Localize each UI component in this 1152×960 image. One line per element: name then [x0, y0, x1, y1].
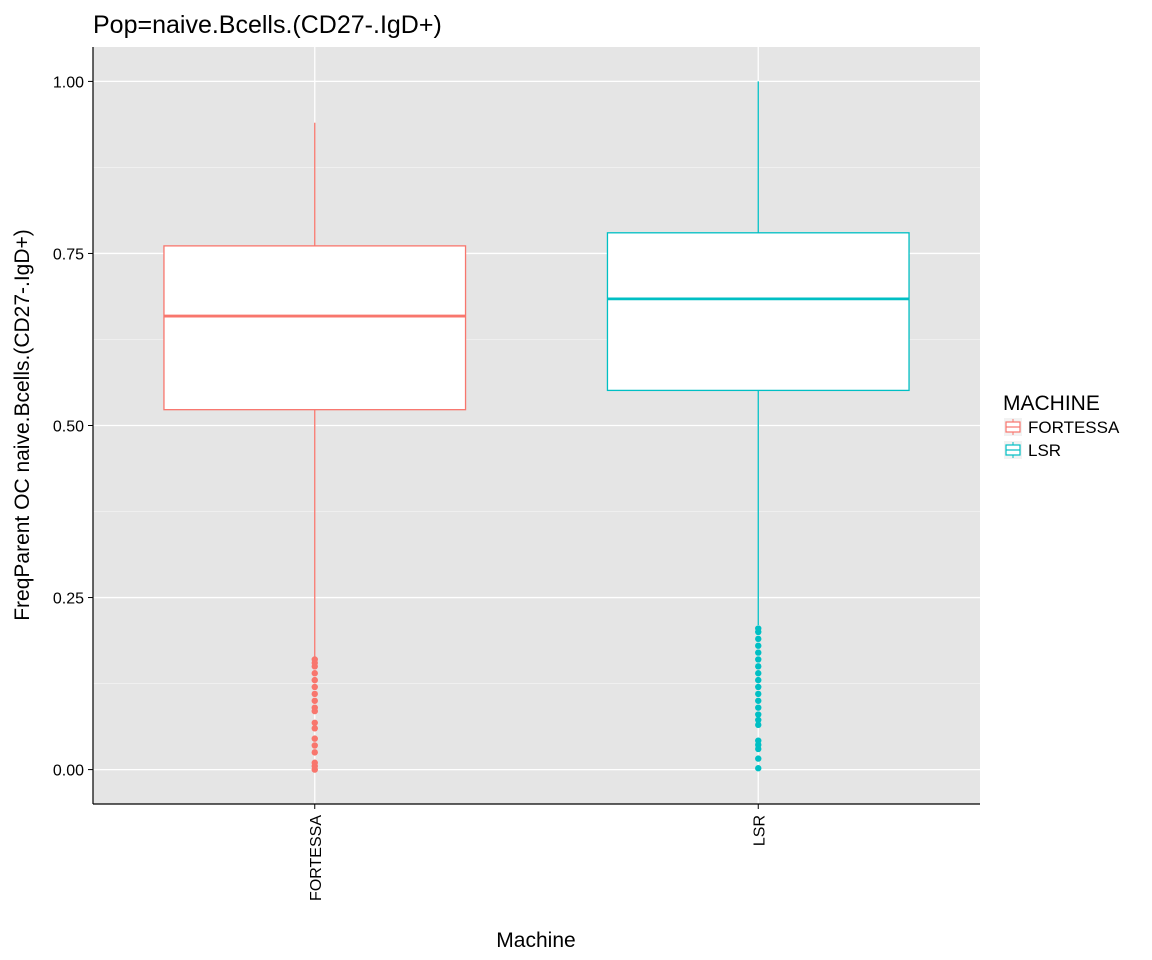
outlier-point [311, 704, 318, 711]
outlier-point [755, 625, 762, 632]
outlier-point [755, 635, 762, 643]
outlier-point [755, 670, 762, 677]
outlier-point [755, 663, 762, 670]
box [606, 232, 910, 392]
outlier-point [755, 697, 762, 704]
outlier-point [755, 737, 762, 744]
legend-label: LSR [1028, 441, 1061, 460]
outlier-point [755, 716, 762, 724]
outlier-point [755, 683, 762, 691]
outlier-point [311, 656, 318, 663]
outlier-point [311, 759, 318, 766]
outlier-point [755, 676, 762, 684]
legend-title: MACHINE [1003, 392, 1100, 415]
outlier-point [755, 656, 762, 663]
x-axis-ticks: FORTESSA LSR [308, 804, 768, 901]
outlier-point [755, 755, 762, 762]
boxplot-fortessa [163, 122, 467, 773]
outlier-point [311, 690, 318, 698]
outlier-point [311, 742, 318, 749]
y-tick-label: 0.75 [53, 246, 84, 263]
outlier-point [311, 676, 318, 684]
y-axis-ticks: 0.00 0.25 0.50 0.75 1.00 [53, 74, 93, 780]
outlier-point [755, 649, 762, 656]
outlier-point [755, 704, 762, 711]
outlier-point [755, 711, 762, 718]
x-tick-label: LSR [751, 815, 768, 846]
outlier-point [755, 690, 762, 698]
outlier-point [755, 721, 762, 729]
boxplots [163, 81, 910, 773]
y-tick-label: 0.00 [53, 763, 84, 780]
legend-item-lsr: LSR [1004, 441, 1061, 460]
outlier-point [755, 642, 762, 649]
x-tick-label: FORTESSA [308, 815, 325, 901]
box [163, 245, 467, 411]
outlier-point [311, 697, 318, 704]
y-axis-title: FreqParent OC naive.Bcells.(CD27-.IgD+) [11, 229, 34, 621]
outlier-point [311, 749, 318, 756]
outlier-point [311, 719, 318, 726]
legend-item-fortessa: FORTESSA [1004, 418, 1120, 437]
y-tick-label: 1.00 [53, 74, 84, 91]
outlier-point [311, 725, 318, 732]
chart-title: Pop=naive.Bcells.(CD27-.IgD+) [93, 11, 442, 39]
y-tick-label: 0.25 [53, 591, 84, 608]
legend: MACHINE FORTESSA LSR [1003, 392, 1120, 460]
outlier-point [755, 765, 762, 772]
boxplot-lsr [606, 81, 910, 772]
x-axis-title: Machine [496, 929, 575, 952]
legend-label: FORTESSA [1028, 418, 1120, 437]
outlier-point [311, 670, 318, 677]
outlier-point [311, 683, 318, 691]
y-tick-label: 0.50 [53, 419, 84, 436]
outlier-point [311, 735, 318, 742]
